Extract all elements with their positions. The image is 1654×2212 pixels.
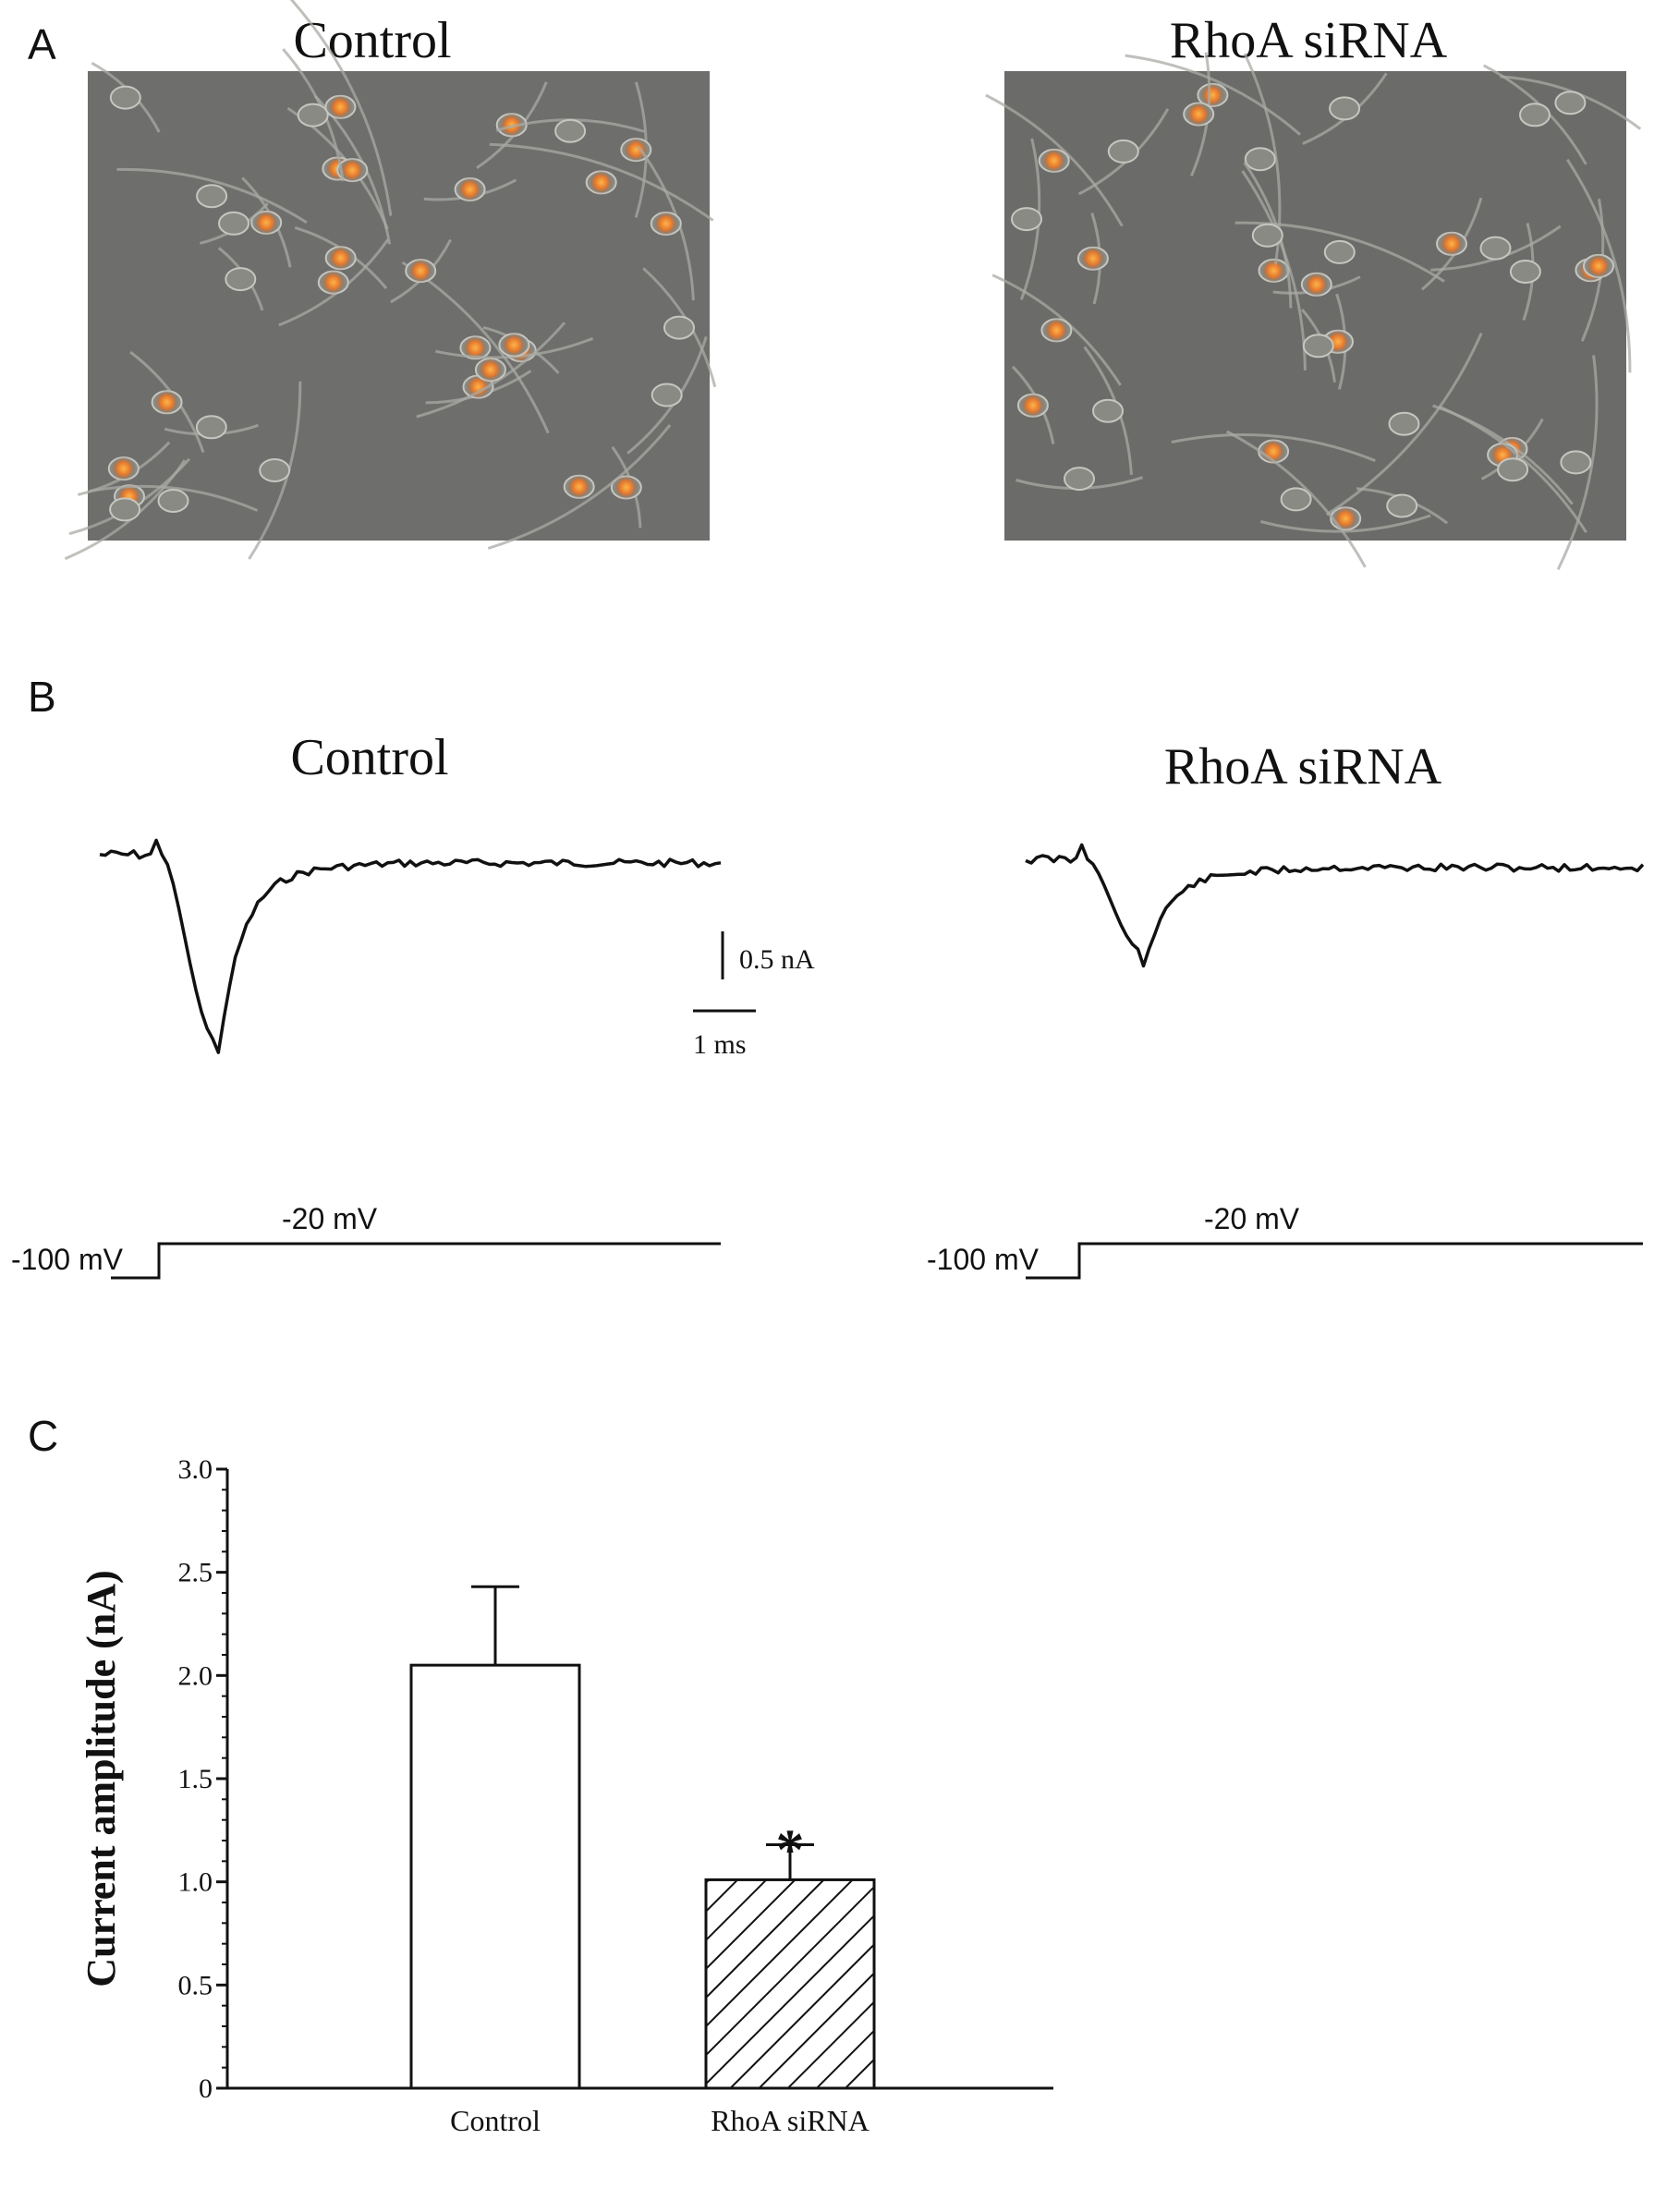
panel-b-left-title: Control xyxy=(290,729,448,786)
scale-time-label: 1 ms xyxy=(693,1029,747,1060)
cell xyxy=(1011,138,1042,300)
cell xyxy=(1500,75,1642,130)
panel-c-letter: C xyxy=(28,1412,58,1460)
panel-b-letter: B xyxy=(28,673,56,721)
x-tick-label: RhoA siRNA xyxy=(711,2104,870,2137)
cell xyxy=(91,61,161,133)
cell xyxy=(425,370,532,405)
control-current-trace xyxy=(99,838,722,1054)
cell xyxy=(1125,54,1301,136)
cell xyxy=(282,48,345,182)
cell xyxy=(164,415,259,440)
cell xyxy=(1243,162,1293,309)
rhoa-sirna-voltage-protocol: -100 mV -20 mV xyxy=(927,1202,1643,1280)
cell xyxy=(116,167,308,225)
cell xyxy=(77,441,171,496)
cell xyxy=(985,93,1124,227)
cell xyxy=(991,273,1122,386)
rhoa-sirna-micrograph xyxy=(985,52,1642,570)
cell xyxy=(1300,309,1336,383)
cell xyxy=(64,459,187,561)
bar-control xyxy=(409,1663,581,2090)
cell xyxy=(390,238,452,304)
cell xyxy=(1430,225,1562,272)
y-axis-label: Current amplitude (nA) xyxy=(79,1570,124,1987)
cell xyxy=(642,267,717,388)
y-tick-label: 2.0 xyxy=(178,1660,213,1691)
cell xyxy=(434,333,594,359)
cell xyxy=(610,445,642,529)
cell xyxy=(620,81,652,218)
scale-bar: 0.5 nA 1 ms xyxy=(693,931,815,1060)
cell xyxy=(1325,332,1483,517)
bar-rhoa-sirna xyxy=(704,1878,876,2090)
cell xyxy=(1302,72,1388,145)
cell xyxy=(89,484,259,513)
cell xyxy=(1083,346,1133,475)
cell xyxy=(248,381,302,560)
cell xyxy=(289,0,393,216)
y-tick-label: 0.5 xyxy=(178,1970,213,2000)
cell xyxy=(294,225,388,289)
panel-a-left-title: Control xyxy=(293,12,451,69)
cell xyxy=(626,335,708,455)
y-tick-label: 2.5 xyxy=(178,1558,213,1588)
cell xyxy=(129,350,205,454)
panel-a-right-title: RhoA siRNA xyxy=(1170,12,1448,69)
y-tick-label: 0 xyxy=(199,2073,213,2104)
rhoa-test-label: -20 mV xyxy=(1204,1202,1300,1235)
cell xyxy=(423,177,517,201)
cell xyxy=(489,142,714,222)
y-tick-label: 1.5 xyxy=(178,1764,213,1794)
cell xyxy=(200,202,269,245)
control-test-label: -20 mV xyxy=(282,1202,378,1235)
cell xyxy=(278,238,390,327)
control-voltage-protocol: -100 mV -20 mV xyxy=(11,1202,721,1280)
cell xyxy=(241,176,292,268)
cell xyxy=(1272,272,1361,297)
control-micrograph xyxy=(64,0,717,561)
cell xyxy=(1077,108,1170,196)
cell xyxy=(1438,405,1587,534)
cell xyxy=(1076,213,1109,305)
rhoa-sirna-current-trace xyxy=(1025,843,1645,968)
cell xyxy=(313,94,392,245)
bar-chart: 0 0.5 1.0 1.5 2.0 2.5 3.0 Control RhoA siRNA Cu… xyxy=(79,1454,1053,2137)
scale-current-label: 0.5 nA xyxy=(739,944,815,975)
cell xyxy=(637,146,695,301)
cell xyxy=(487,424,672,550)
cell xyxy=(1356,487,1449,525)
cell xyxy=(1565,158,1632,373)
x-tick-label: Control xyxy=(450,2104,541,2137)
cell xyxy=(1226,430,1367,568)
cell xyxy=(495,118,645,143)
cell xyxy=(217,247,264,311)
panel-b-right-title: RhoA siRNA xyxy=(1164,738,1442,796)
cell xyxy=(416,322,566,419)
cell xyxy=(1183,52,1215,176)
panel-a-letter: A xyxy=(28,20,56,68)
cell xyxy=(1421,197,1483,291)
y-tick-label: 1.0 xyxy=(178,1867,213,1898)
cell xyxy=(476,81,548,170)
cell xyxy=(1483,64,1587,165)
control-holding-label: -100 mV xyxy=(11,1243,124,1276)
significance-marker: * xyxy=(776,1818,805,1881)
cell xyxy=(1556,355,1599,570)
cell xyxy=(1016,467,1144,492)
rhoa-holding-label: -100 mV xyxy=(927,1243,1040,1276)
y-tick-label: 3.0 xyxy=(178,1454,213,1485)
cell xyxy=(1509,223,1541,321)
cell xyxy=(1234,221,1445,283)
cell xyxy=(1011,365,1055,444)
